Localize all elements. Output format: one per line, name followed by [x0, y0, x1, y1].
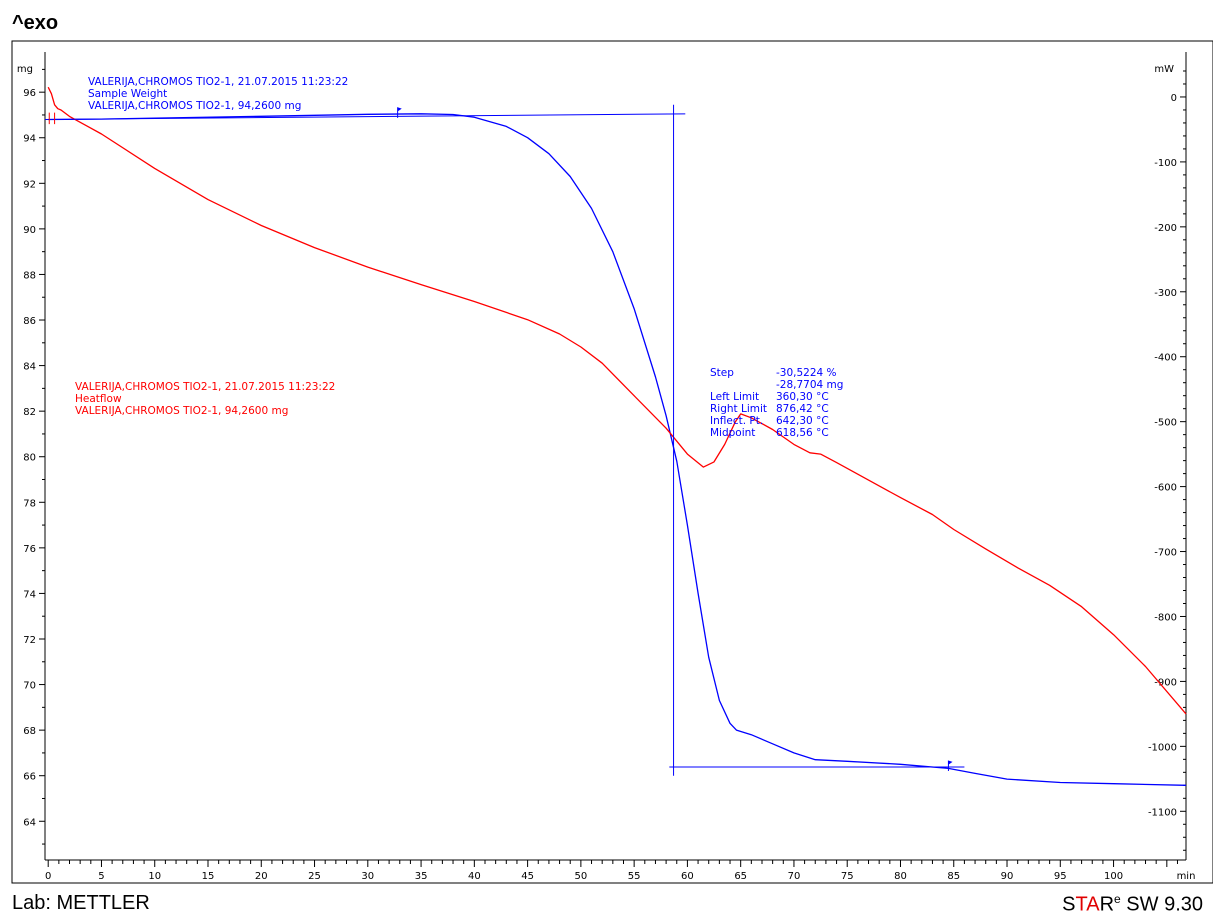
- weight-annotation-line: Sample Weight: [88, 88, 167, 100]
- x-tick-label: 0: [45, 871, 51, 882]
- right-tick-label: -1000: [1148, 742, 1177, 753]
- step-result-value: 876,42 °C: [776, 403, 829, 415]
- x-tick-label: 25: [308, 871, 321, 882]
- software-s: S: [1062, 893, 1076, 916]
- lab-label: Lab: METTLER: [12, 892, 150, 914]
- left-tick-label: 70: [23, 681, 36, 692]
- weight-annotation-line: VALERIJA,CHROMOS TIO2-1, 94,2600 mg: [88, 100, 301, 112]
- software-version: SW 9.30: [1120, 893, 1203, 916]
- left-axis-unit: mg: [17, 64, 33, 75]
- left-tick-label: 84: [23, 362, 36, 373]
- left-tick-label: 76: [23, 544, 36, 555]
- x-tick-label: 100: [1104, 871, 1123, 882]
- x-tick-label: 85: [947, 871, 960, 882]
- step-result-value: 642,30 °C: [776, 415, 829, 427]
- software-ta: TA: [1075, 893, 1100, 916]
- left-limit-marker: [397, 107, 402, 118]
- x-tick-label: 30: [361, 871, 374, 882]
- right-tick-label: -900: [1154, 677, 1177, 688]
- plot-frame: [11, 40, 1213, 884]
- x-tick-label: 70: [788, 871, 801, 882]
- step-result-label: Left Limit: [710, 391, 759, 403]
- left-tick-label: 96: [23, 88, 36, 99]
- right-limit-marker: [947, 760, 953, 772]
- step-result-label: Midpoint: [710, 427, 755, 439]
- left-tick-label: 80: [23, 453, 36, 464]
- x-tick-label: 15: [202, 871, 215, 882]
- right-tick-label: 0: [1171, 93, 1177, 104]
- upper-baseline: [44, 113, 686, 121]
- left-tick-label: 82: [23, 407, 36, 418]
- right-tick-label: -100: [1154, 158, 1177, 169]
- right-tick-label: -700: [1154, 548, 1177, 559]
- x-axis-unit: min: [1177, 871, 1196, 882]
- x-tick-label: 80: [894, 871, 907, 882]
- x-tick-label: 90: [1001, 871, 1014, 882]
- left-tick-label: 94: [23, 134, 36, 145]
- x-tick-label: 45: [521, 871, 534, 882]
- right-tick-label: -300: [1154, 288, 1177, 299]
- left-tick-label: 86: [23, 316, 36, 327]
- left-tick-label: 64: [23, 817, 36, 828]
- sample-weight-curve: [48, 113, 1187, 786]
- right-axis-unit: mW: [1154, 64, 1174, 75]
- exo-label: ^exo: [12, 12, 59, 34]
- x-tick-label: 50: [575, 871, 588, 882]
- right-tick-label: -500: [1154, 418, 1177, 429]
- step-result-label: Right Limit: [710, 403, 767, 415]
- right-tick-label: -800: [1154, 612, 1177, 623]
- left-tick-label: 66: [23, 772, 36, 783]
- step-result-value: -30,5224 %: [776, 367, 837, 379]
- step-result-value: -28,7704 mg: [776, 379, 843, 391]
- left-tick-label: 78: [23, 498, 36, 509]
- left-tick-label: 72: [23, 635, 36, 646]
- step-result-label: Inflect. Pt.: [710, 415, 763, 427]
- heatflow-annotation-line: VALERIJA,CHROMOS TIO2-1, 21.07.2015 11:2…: [75, 381, 335, 393]
- step-result-value: 618,56 °C: [776, 427, 829, 439]
- heatflow-annotation-line: Heatflow: [75, 393, 122, 405]
- left-tick-label: 68: [23, 726, 36, 737]
- heatflow-annotation-line: VALERIJA,CHROMOS TIO2-1, 94,2600 mg: [75, 405, 288, 417]
- left-tick-label: 88: [23, 270, 36, 281]
- software-r: R: [1099, 893, 1115, 916]
- software-label: STARe SW 9.30: [1062, 892, 1203, 917]
- software-e: e: [1114, 892, 1121, 906]
- x-tick-label: 35: [415, 871, 428, 882]
- left-tick-label: 74: [23, 589, 36, 600]
- right-tick-label: -200: [1154, 223, 1177, 234]
- x-tick-label: 20: [255, 871, 268, 882]
- weight-annotation-line: VALERIJA,CHROMOS TIO2-1, 21.07.2015 11:2…: [88, 76, 348, 88]
- step-result-value: 360,30 °C: [776, 391, 829, 403]
- x-tick-label: 95: [1054, 871, 1067, 882]
- heatflow-curve: [47, 86, 1187, 715]
- x-tick-label: 60: [681, 871, 694, 882]
- right-tick-label: -600: [1154, 483, 1177, 494]
- x-tick-label: 75: [841, 871, 854, 882]
- x-tick-label: 65: [734, 871, 747, 882]
- right-tick-label: -400: [1154, 353, 1177, 364]
- step-result-label: Step: [710, 367, 734, 379]
- start-marker: [48, 112, 56, 125]
- x-tick-label: 40: [468, 871, 481, 882]
- right-tick-label: -1100: [1148, 807, 1177, 818]
- x-tick-label: 5: [98, 871, 104, 882]
- left-tick-label: 92: [23, 179, 36, 190]
- x-tick-label: 10: [148, 871, 161, 882]
- x-tick-label: 55: [628, 871, 641, 882]
- left-tick-label: 90: [23, 225, 36, 236]
